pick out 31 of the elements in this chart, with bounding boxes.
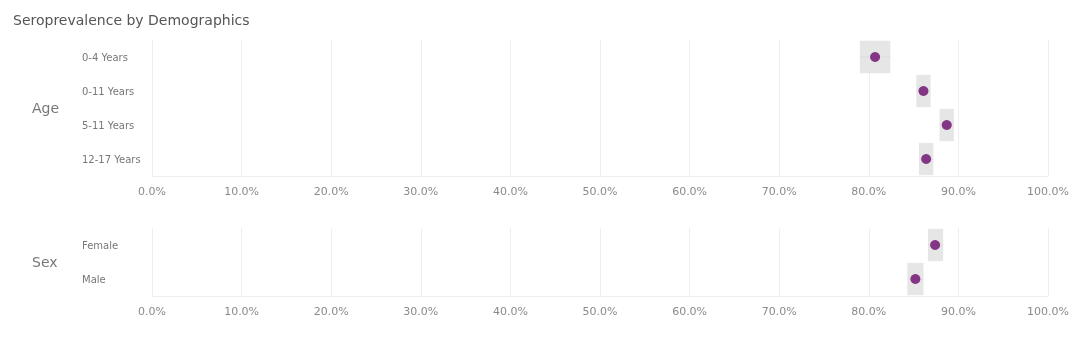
x-tick-label: 60.0% xyxy=(672,305,708,318)
x-tick-label: 50.0% xyxy=(582,305,618,318)
x-tick-label: 40.0% xyxy=(492,305,528,318)
x-tick-label: 70.0% xyxy=(761,305,797,318)
x-tick-label: 10.0% xyxy=(224,185,260,198)
y-tick-label: Female xyxy=(82,239,119,251)
x-tick-label: 80.0% xyxy=(851,305,887,318)
x-tick-label: 60.0% xyxy=(672,185,708,198)
x-tick-label: 10.0% xyxy=(224,305,260,318)
x-tick-label: 0.0% xyxy=(138,185,166,198)
y-tick-label: 0-11 Years xyxy=(82,85,135,97)
y-axis-title: Sex xyxy=(32,254,58,270)
x-tick-label: 100.0% xyxy=(1027,305,1069,318)
x-tick-label: 90.0% xyxy=(940,305,976,318)
x-tick-label: 40.0% xyxy=(492,185,528,198)
x-tick-label: 20.0% xyxy=(313,185,349,198)
x-tick-label: 0.0% xyxy=(138,305,166,318)
x-tick-label: 70.0% xyxy=(761,185,797,198)
y-tick-label: Male xyxy=(82,273,106,285)
chart-title: Seroprevalence by Demographics xyxy=(13,12,250,28)
y-tick-label: 5-11 Years xyxy=(82,119,135,131)
x-tick-label: 80.0% xyxy=(851,185,887,198)
x-tick-label: 50.0% xyxy=(582,185,618,198)
x-tick-label: 100.0% xyxy=(1027,185,1069,198)
y-tick-label: 12-17 Years xyxy=(82,153,141,165)
x-tick-label: 30.0% xyxy=(403,185,439,198)
y-tick-label: 0-4 Years xyxy=(82,51,128,63)
x-tick-label: 30.0% xyxy=(403,305,439,318)
x-tick-label: 90.0% xyxy=(940,185,976,198)
x-tick-label: 20.0% xyxy=(313,305,349,318)
y-axis-title: Age xyxy=(32,100,60,116)
